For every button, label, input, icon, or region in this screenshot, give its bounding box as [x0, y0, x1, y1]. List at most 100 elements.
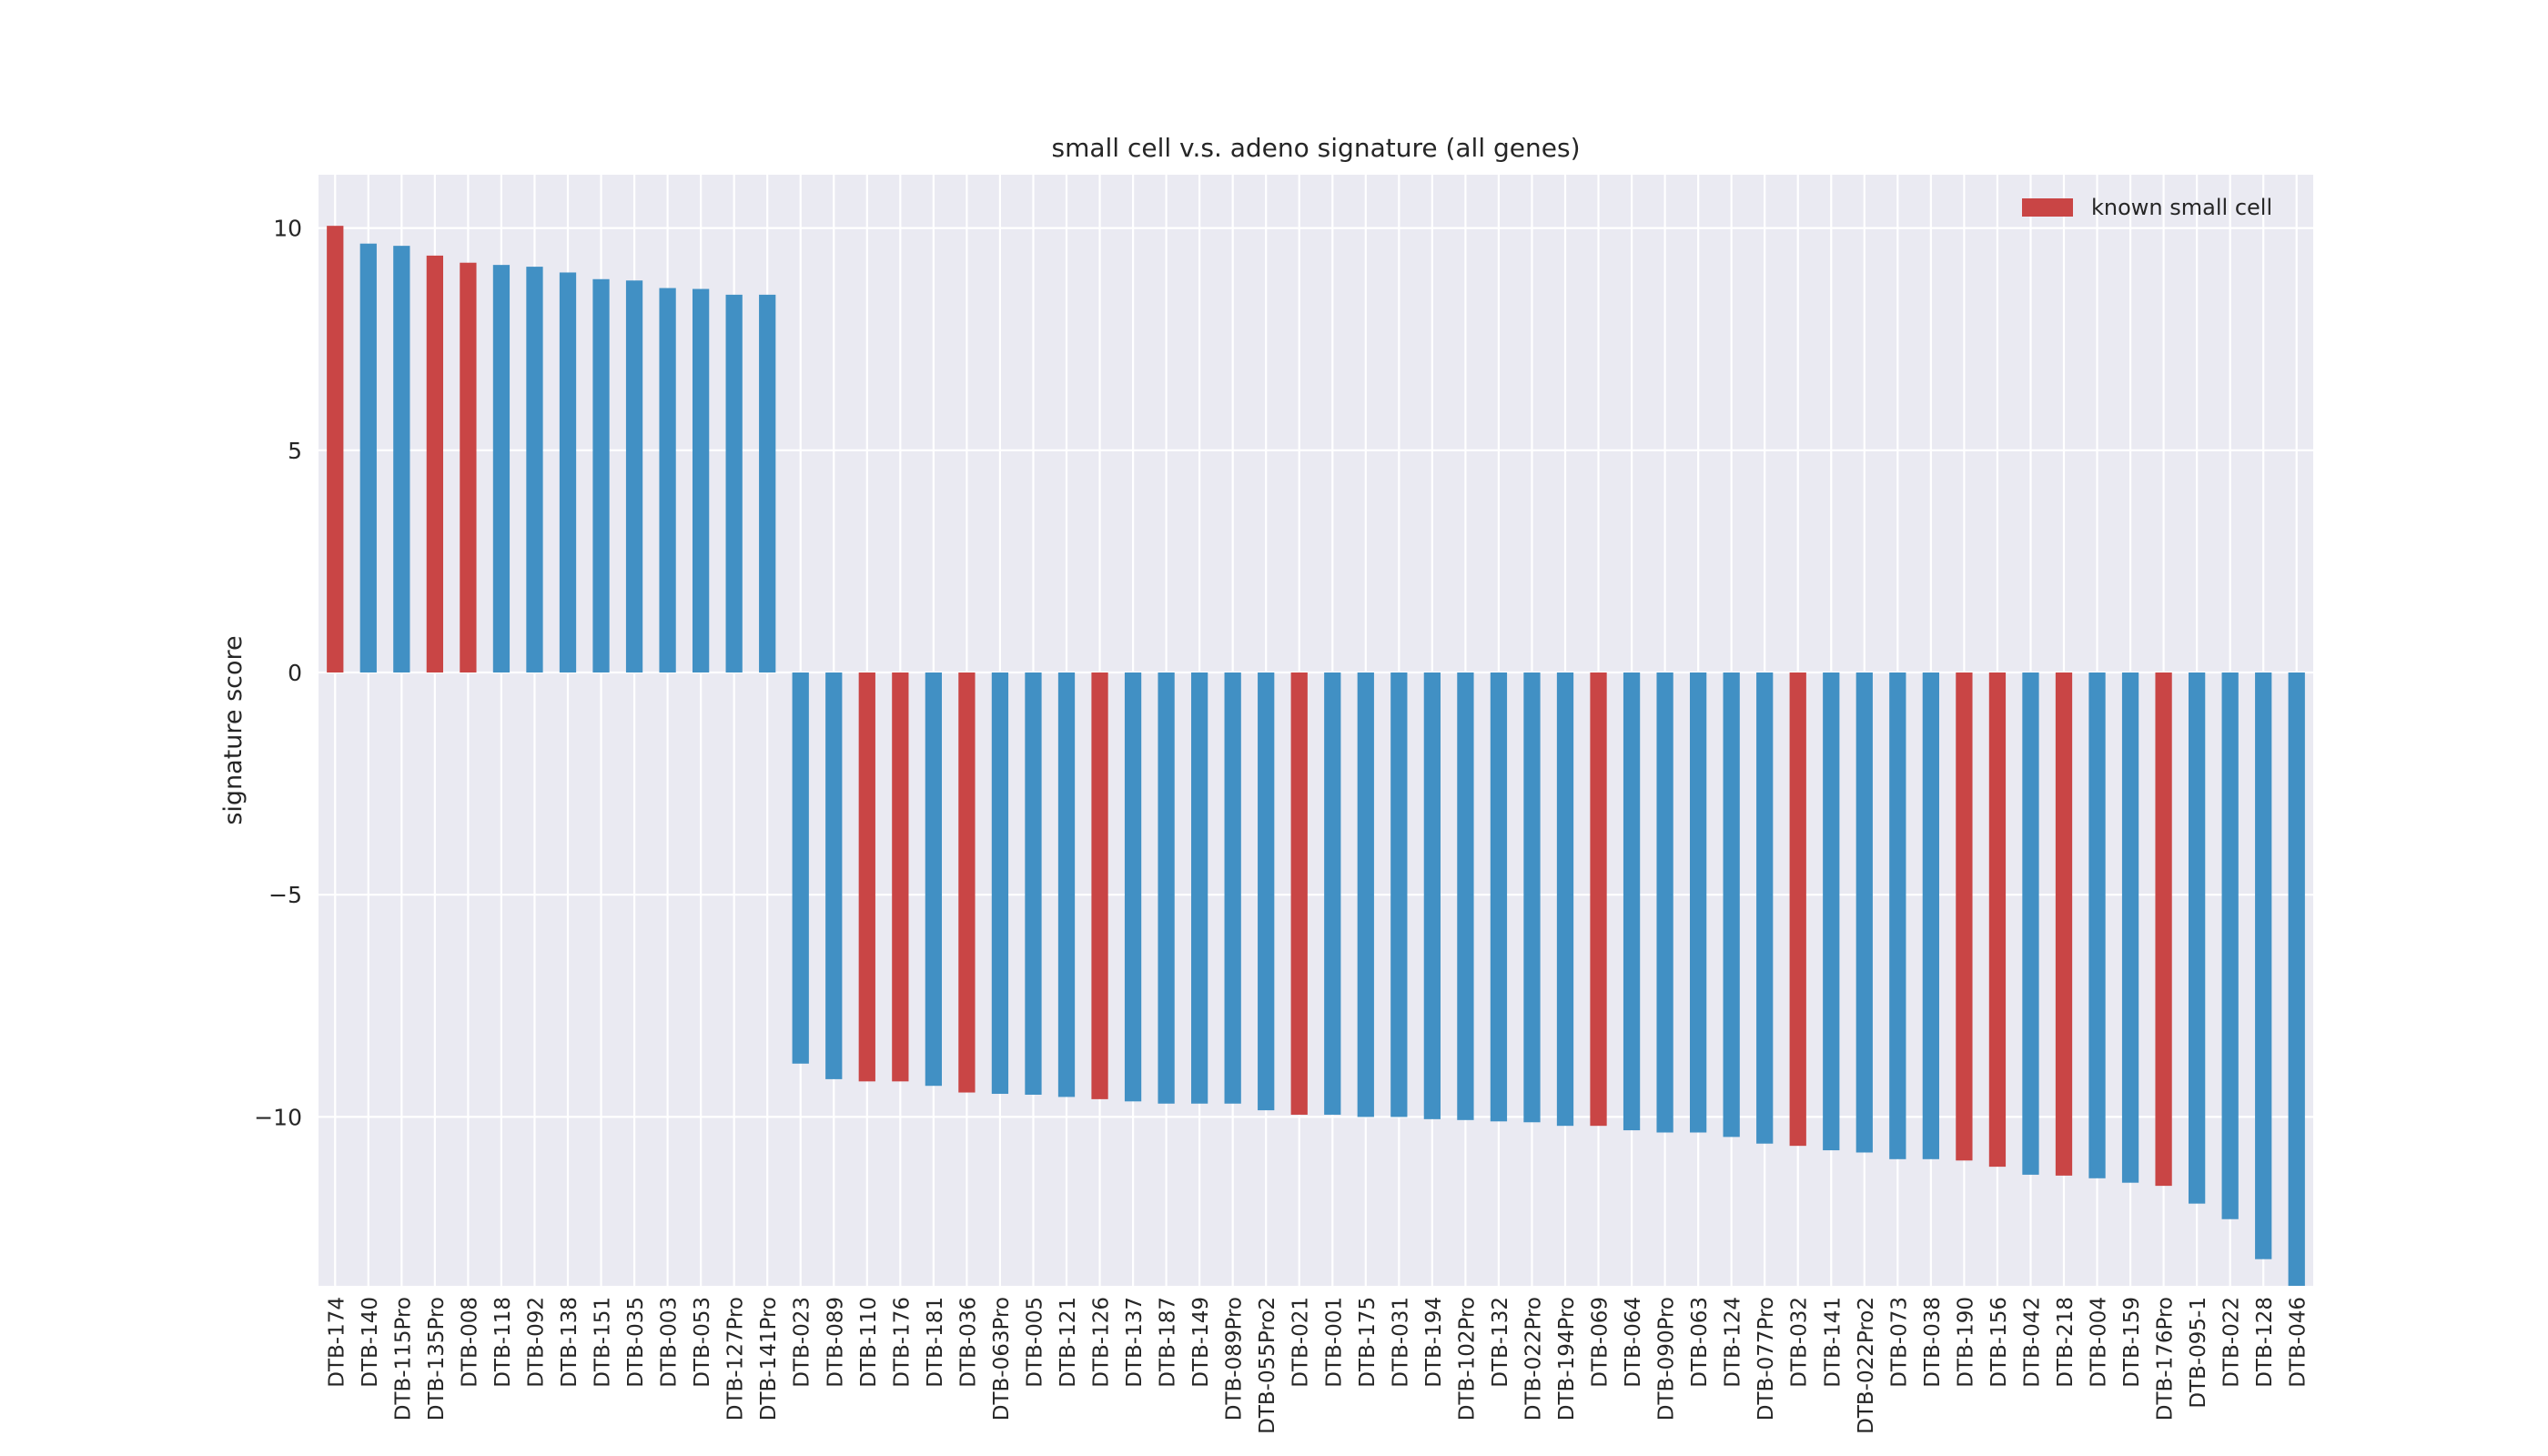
x-tick-label: DTB-126	[1090, 1297, 1114, 1388]
bar-dtb-064	[1623, 672, 1641, 1131]
x-tick-label: DTB-073	[1887, 1297, 1911, 1388]
bar-dtb-095-1	[2189, 672, 2206, 1204]
bar-dtb-073	[1889, 672, 1906, 1159]
bar-dtb-126	[1091, 672, 1108, 1099]
x-tick-label: DTB-149	[1189, 1297, 1213, 1388]
bar-dtb-115pro	[393, 246, 410, 673]
x-tick-label: DTB-194	[1422, 1297, 1446, 1388]
bar-dtb-128	[2255, 672, 2272, 1259]
bar-dtb-089	[825, 672, 843, 1079]
x-tick-label: DTB-151	[592, 1297, 615, 1388]
bars	[327, 226, 2305, 1286]
bar-dtb-176pro	[2155, 672, 2172, 1187]
x-tick-label: DTB-004	[2088, 1297, 2111, 1388]
x-tick-label: DTB-038	[1921, 1297, 1945, 1388]
x-tick-label: DTB-175	[1356, 1297, 1380, 1388]
bar-dtb-132	[1490, 672, 1508, 1122]
bar-dtb-102pro	[1457, 672, 1474, 1120]
x-tick-label: DTB-089	[824, 1297, 847, 1388]
x-tick-label: DTB-095-1	[2187, 1297, 2210, 1409]
bar-dtb-141pro	[759, 294, 776, 673]
bar-dtb-118	[492, 265, 511, 673]
x-tick-label: DTB-127Pro	[724, 1297, 748, 1421]
x-tick-label: DTB-176	[890, 1297, 914, 1388]
bar-dtb-194pro	[1556, 672, 1574, 1127]
bar-dtb-151	[592, 278, 610, 673]
y-tick-label: 5	[288, 438, 302, 464]
bar-dtb-127pro	[725, 294, 743, 673]
bar-dtb-022pro2	[1855, 672, 1873, 1153]
x-tick-label: DTB-089Pro	[1223, 1297, 1247, 1421]
bar-dtb-140	[359, 243, 377, 673]
x-tick-label: DTB-005	[1023, 1297, 1046, 1388]
bar-dtb-036	[958, 672, 976, 1093]
plot-area	[318, 175, 2313, 1286]
y-tick-label: 0	[288, 660, 302, 686]
bar-dtb-121	[1057, 672, 1076, 1097]
bar-dtb-181	[925, 672, 942, 1087]
bar-dtb-003	[659, 288, 676, 673]
x-tick-label: DTB-135Pro	[425, 1297, 449, 1421]
x-tick-label: DTB-187	[1157, 1297, 1180, 1388]
x-tick-label: DTB-022	[2220, 1297, 2244, 1388]
bar-dtb-159	[2121, 672, 2139, 1183]
bar-dtb-023	[792, 672, 809, 1064]
chart-title: small cell v.s. adeno signature (all gen…	[1052, 133, 1581, 163]
y-axis-label: signature score	[219, 635, 248, 824]
bar-dtb-176	[892, 672, 909, 1082]
legend: known small cell	[2022, 195, 2272, 220]
x-tick-label: DTB-032	[1788, 1297, 1812, 1388]
y-axis: 10 5 0 −5 −10	[254, 216, 302, 1131]
bar-dtb-053	[693, 288, 710, 673]
bar-dtb-005	[1025, 672, 1042, 1095]
bar-dtb-156	[1988, 672, 2007, 1168]
x-tick-label: DTB-046	[2287, 1297, 2310, 1388]
bar-dtb-022pro	[1523, 672, 1541, 1123]
bar-dtb-137	[1124, 672, 1142, 1102]
x-tick-label: DTB-022Pro2	[1855, 1297, 1878, 1434]
bar-dtb-175	[1357, 672, 1374, 1117]
x-tick-label: DTB-174	[325, 1297, 349, 1388]
x-tick-label: DTB-077Pro	[1754, 1297, 1778, 1421]
bar-dtb-077pro	[1756, 672, 1774, 1144]
x-tick-label: DTB-159	[2120, 1297, 2144, 1388]
x-tick-label: DTB-128	[2253, 1297, 2277, 1388]
x-tick-label: DTB-176Pro	[2154, 1297, 2178, 1421]
bar-dtb-022	[2221, 672, 2239, 1219]
x-tick-label: DTB-003	[658, 1297, 682, 1388]
bar-dtb-032	[1789, 672, 1806, 1147]
x-tick-label: DTB-008	[458, 1297, 481, 1388]
x-tick-label: DTB-118	[491, 1297, 515, 1388]
x-tick-label: DTB-092	[524, 1297, 548, 1388]
bar-dtb-001	[1324, 672, 1341, 1115]
bar-dtb-174	[327, 226, 344, 673]
x-tick-label: DTB-132	[1489, 1297, 1512, 1388]
bar-dtb-190	[1956, 672, 1973, 1161]
x-tick-label: DTB-141	[1821, 1297, 1845, 1388]
x-tick-label: DTB-156	[1987, 1297, 2011, 1388]
bar-dtb-008	[460, 262, 477, 673]
legend-label-known-small-cell: known small cell	[2091, 195, 2272, 220]
bar-dtb-141	[1823, 672, 1840, 1151]
x-tick-label: DTB-069	[1589, 1297, 1613, 1388]
bar-dtb-135pro	[426, 255, 443, 673]
x-tick-label: DTB-110	[857, 1297, 881, 1388]
x-tick-label: DTB-218	[2054, 1297, 2078, 1388]
bar-dtb-063pro	[991, 672, 1009, 1095]
bar-dtb-090pro	[1656, 672, 1673, 1133]
bar-dtb-124	[1723, 672, 1740, 1138]
x-tick-label: DTB-023	[791, 1297, 814, 1388]
x-tick-label: DTB-001	[1322, 1297, 1346, 1388]
x-tick-label: DTB-035	[624, 1297, 648, 1388]
x-tick-label: DTB-102Pro	[1455, 1297, 1479, 1421]
bar-dtb-187	[1158, 672, 1175, 1104]
x-tick-label: DTB-055Pro2	[1256, 1297, 1279, 1434]
y-tick-label: −5	[268, 882, 302, 908]
x-tick-label: DTB-090Pro	[1655, 1297, 1679, 1421]
x-axis: DTB-174 DTB-140 DTB-115Pro DTB-135Pro DTB-00…	[325, 1297, 2310, 1434]
bar-dtb-038	[1922, 672, 1939, 1159]
bar-dtb-035	[625, 280, 643, 673]
x-tick-label: DTB-141Pro	[757, 1297, 781, 1421]
y-tick-label: 10	[273, 216, 302, 242]
